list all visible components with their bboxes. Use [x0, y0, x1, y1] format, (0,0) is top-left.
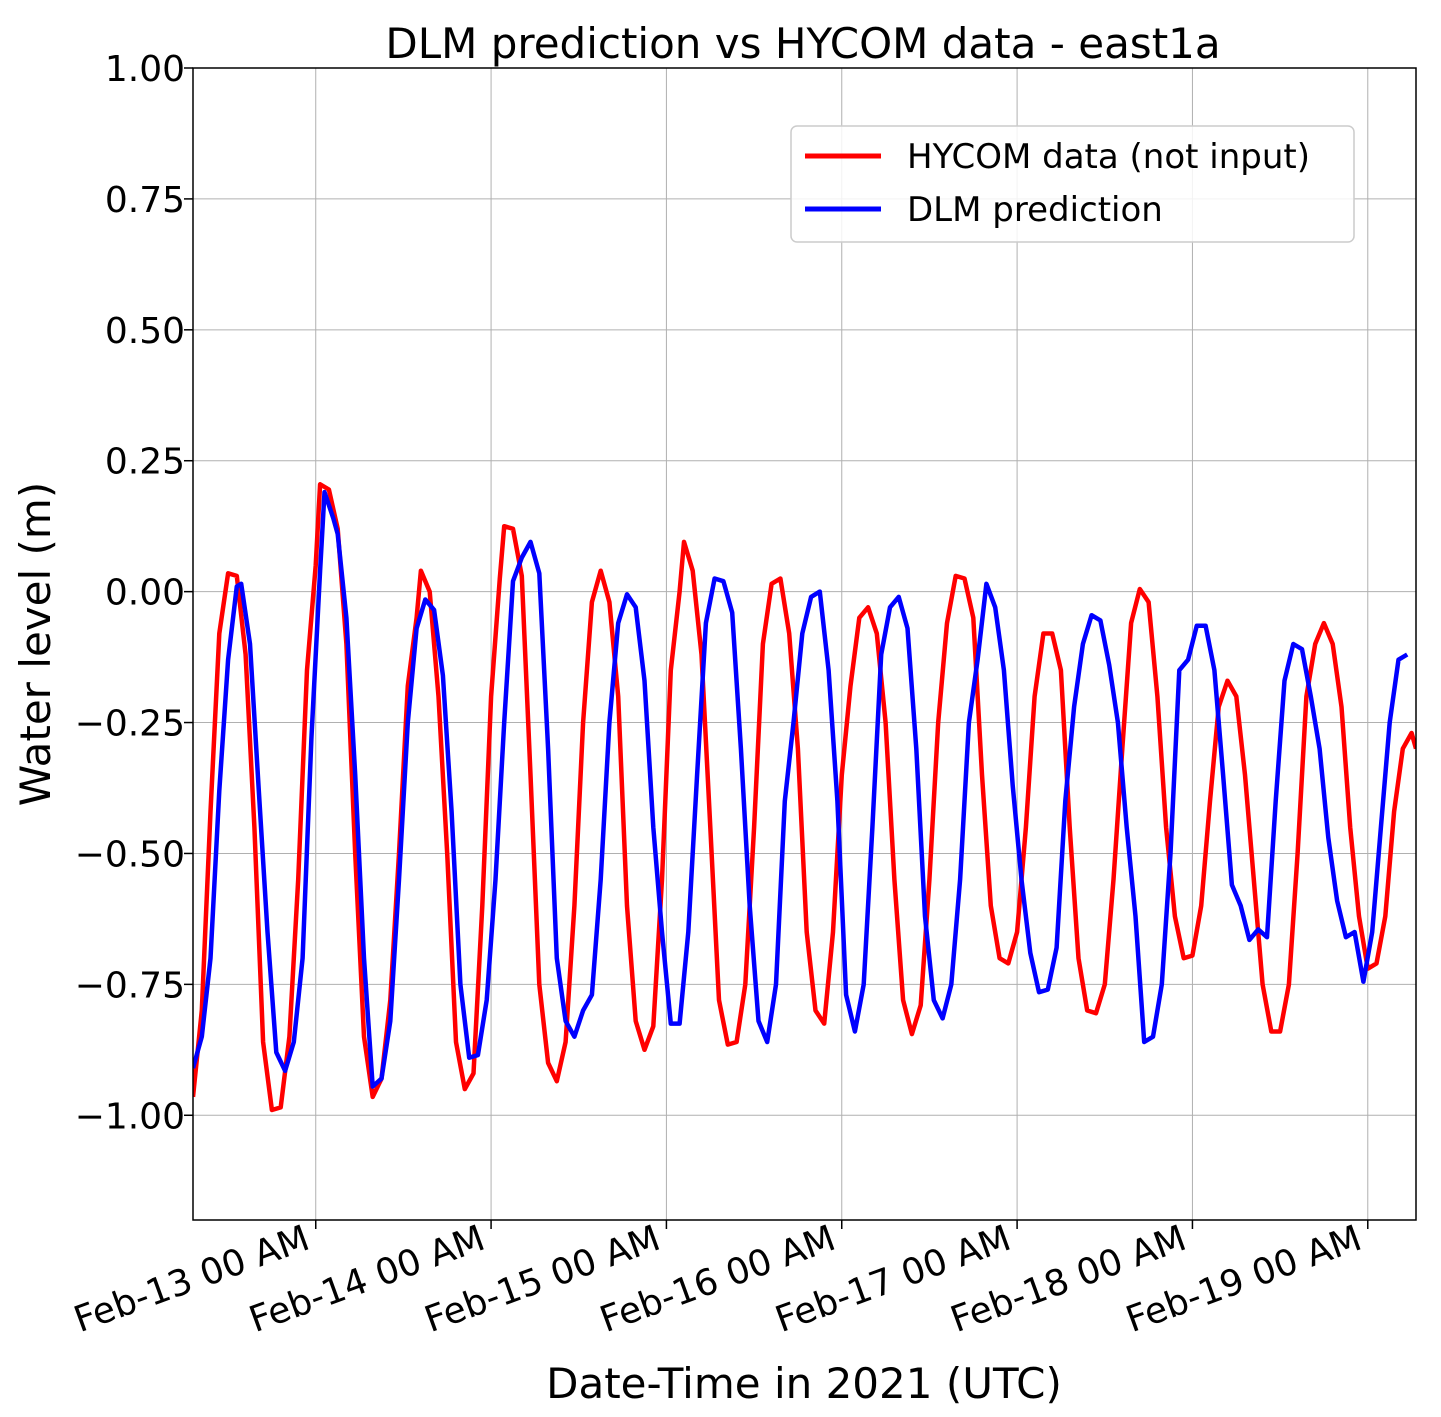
y-tick-label: −1.00 [75, 1096, 185, 1137]
y-tick-label: 0.75 [105, 180, 185, 221]
series-line-1 [193, 489, 1409, 1089]
legend-label-dlm: DLM prediction [907, 190, 1163, 230]
y-axis-title: Water level (m) [11, 482, 60, 806]
legend-label-hycom: HYCOM data (not input) [907, 137, 1310, 177]
plot-frame [192, 67, 1417, 1221]
y-tick-label: 0.25 [105, 442, 185, 483]
chart-title: DLM prediction vs HYCOM data - east1a [385, 19, 1220, 68]
ticks-layer: 1.00 0.75 0.50 0.25 0.00 −0.25 −0.50 −0.75 −1.00… [69, 49, 1369, 1341]
legend: HYCOM data (not input) DLM prediction [790, 125, 1355, 243]
y-tick-label: 0.50 [105, 311, 185, 352]
y-tick-label: 0.00 [105, 573, 185, 614]
series-line-0 [193, 482, 1416, 1113]
y-tick-label: −0.25 [75, 704, 185, 745]
x-axis-title: Date-Time in 2021 (UTC) [546, 1359, 1062, 1408]
grid-layer [193, 67, 1416, 1220]
legend-box [790, 125, 1355, 243]
y-tick-label: −0.75 [75, 965, 185, 1006]
y-tick-label: −0.50 [75, 834, 185, 875]
series-layer [193, 482, 1416, 1113]
y-tick-label: 1.00 [105, 49, 185, 90]
